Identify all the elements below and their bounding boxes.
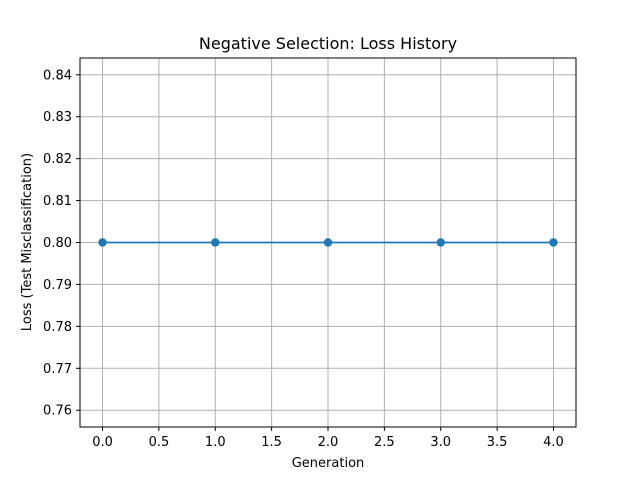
series-layer	[98, 238, 558, 247]
data-point	[323, 238, 333, 247]
chart-title: Negative Selection: Loss History	[199, 34, 457, 53]
y-tick-label: 0.84	[43, 68, 72, 83]
y-tick-label: 0.79	[43, 278, 72, 293]
data-point	[211, 238, 220, 247]
data-point	[98, 238, 107, 247]
y-tick-label: 0.83	[43, 110, 72, 125]
y-axis-label: Loss (Test Misclassification)	[20, 153, 35, 331]
data-point	[549, 238, 558, 247]
y-tick-label: 0.82	[43, 152, 72, 167]
x-tick-label: 3.5	[487, 435, 508, 450]
y-tick-label: 0.78	[43, 320, 72, 335]
x-tick-label: 0.0	[92, 435, 113, 450]
x-tick-label: 1.5	[261, 435, 282, 450]
y-axis-ticks: 0.76 0.77 0.78 0.79 0.80 0.81 0.82 0.83 0.84	[43, 68, 80, 419]
x-tick-label: 2.5	[374, 435, 395, 450]
x-axis-label: Generation	[292, 456, 365, 471]
y-tick-label: 0.76	[43, 404, 72, 419]
y-tick-label: 0.77	[43, 362, 72, 377]
x-tick-label: 3.0	[430, 435, 451, 450]
x-axis-ticks: 0.0 0.5 1.0 1.5 2.0 2.5 3.0 3.5 4.0	[92, 427, 564, 450]
y-tick-label: 0.80	[43, 236, 72, 251]
x-tick-label: 1.0	[205, 435, 226, 450]
y-tick-label: 0.81	[43, 194, 72, 209]
x-tick-label: 0.5	[149, 435, 170, 450]
data-point	[436, 238, 445, 247]
x-tick-label: 4.0	[543, 435, 564, 450]
x-tick-label: 2.0	[318, 435, 339, 450]
